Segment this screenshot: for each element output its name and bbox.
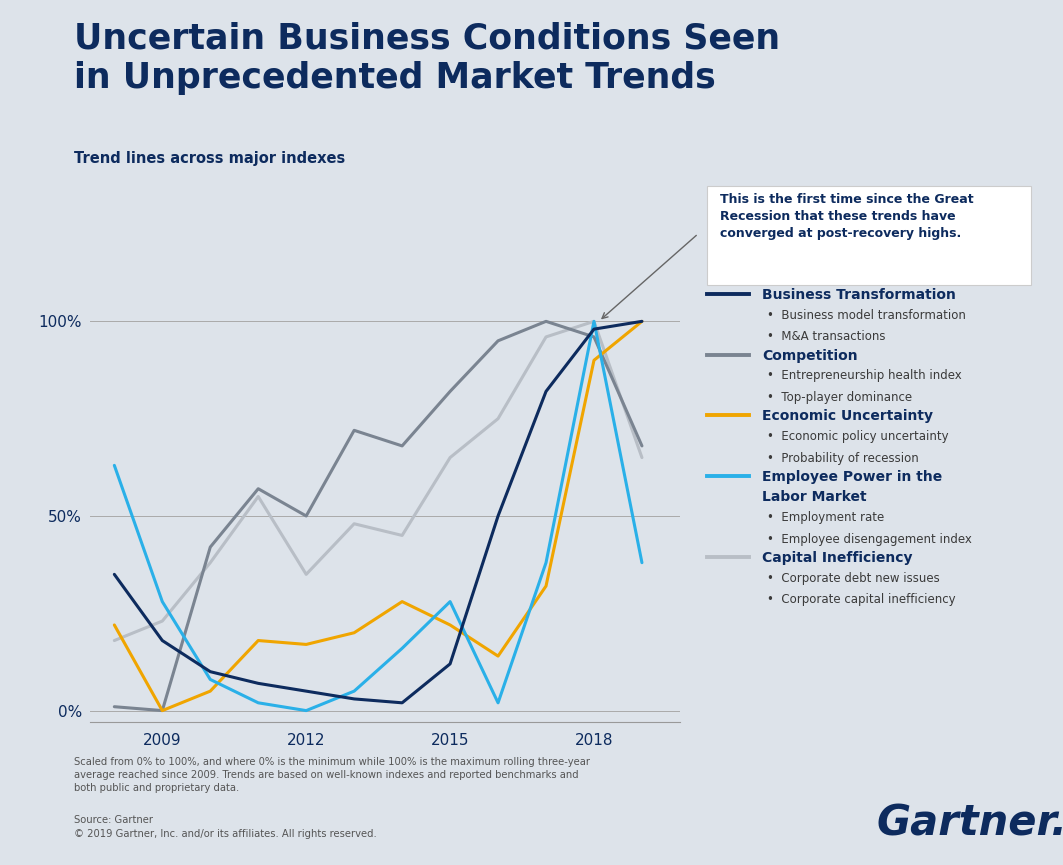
Text: Economic Uncertainty: Economic Uncertainty [762, 409, 933, 423]
Text: •  M&A transactions: • M&A transactions [767, 330, 885, 343]
Text: Source: Gartner
© 2019 Gartner, Inc. and/or its affiliates. All rights reserved.: Source: Gartner © 2019 Gartner, Inc. and… [74, 815, 377, 839]
Text: Scaled from 0% to 100%, and where 0% is the minimum while 100% is the maximum ro: Scaled from 0% to 100%, and where 0% is … [74, 757, 590, 793]
Text: •  Economic policy uncertainty: • Economic policy uncertainty [767, 430, 949, 443]
Text: •  Corporate capital inefficiency: • Corporate capital inefficiency [767, 593, 956, 606]
Text: •  Probability of recession: • Probability of recession [767, 452, 919, 465]
Text: Uncertain Business Conditions Seen
in Unprecedented Market Trends: Uncertain Business Conditions Seen in Un… [74, 22, 780, 95]
Text: This is the first time since the Great
Recession that these trends have
converge: This is the first time since the Great R… [720, 193, 974, 240]
Text: Employee Power in the: Employee Power in the [762, 470, 943, 484]
Text: •  Employment rate: • Employment rate [767, 511, 884, 524]
Text: Business Transformation: Business Transformation [762, 288, 956, 302]
Text: Gartner.: Gartner. [877, 803, 1063, 845]
Text: Capital Inefficiency: Capital Inefficiency [762, 551, 913, 565]
Text: Competition: Competition [762, 349, 858, 362]
Text: •  Corporate debt new issues: • Corporate debt new issues [767, 572, 941, 585]
Text: Trend lines across major indexes: Trend lines across major indexes [74, 151, 345, 166]
Text: •  Top-player dominance: • Top-player dominance [767, 391, 913, 404]
Text: •  Entrepreneurship health index: • Entrepreneurship health index [767, 369, 962, 382]
Text: •  Business model transformation: • Business model transformation [767, 309, 966, 322]
Text: •  Employee disengagement index: • Employee disengagement index [767, 533, 973, 546]
Text: Labor Market: Labor Market [762, 490, 866, 504]
